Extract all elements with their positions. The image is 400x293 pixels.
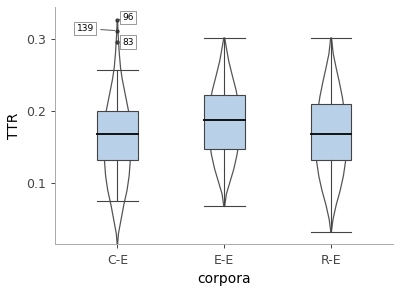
Text: 83: 83 — [117, 38, 134, 47]
Polygon shape — [208, 38, 240, 206]
Y-axis label: TTR: TTR — [7, 113, 21, 139]
X-axis label: corpora: corpora — [198, 272, 251, 286]
Polygon shape — [104, 20, 131, 244]
Bar — [97, 111, 138, 160]
Polygon shape — [315, 38, 347, 232]
Text: 139: 139 — [77, 24, 115, 33]
Bar — [311, 104, 351, 160]
Bar — [204, 96, 244, 149]
Text: 96: 96 — [117, 13, 134, 22]
